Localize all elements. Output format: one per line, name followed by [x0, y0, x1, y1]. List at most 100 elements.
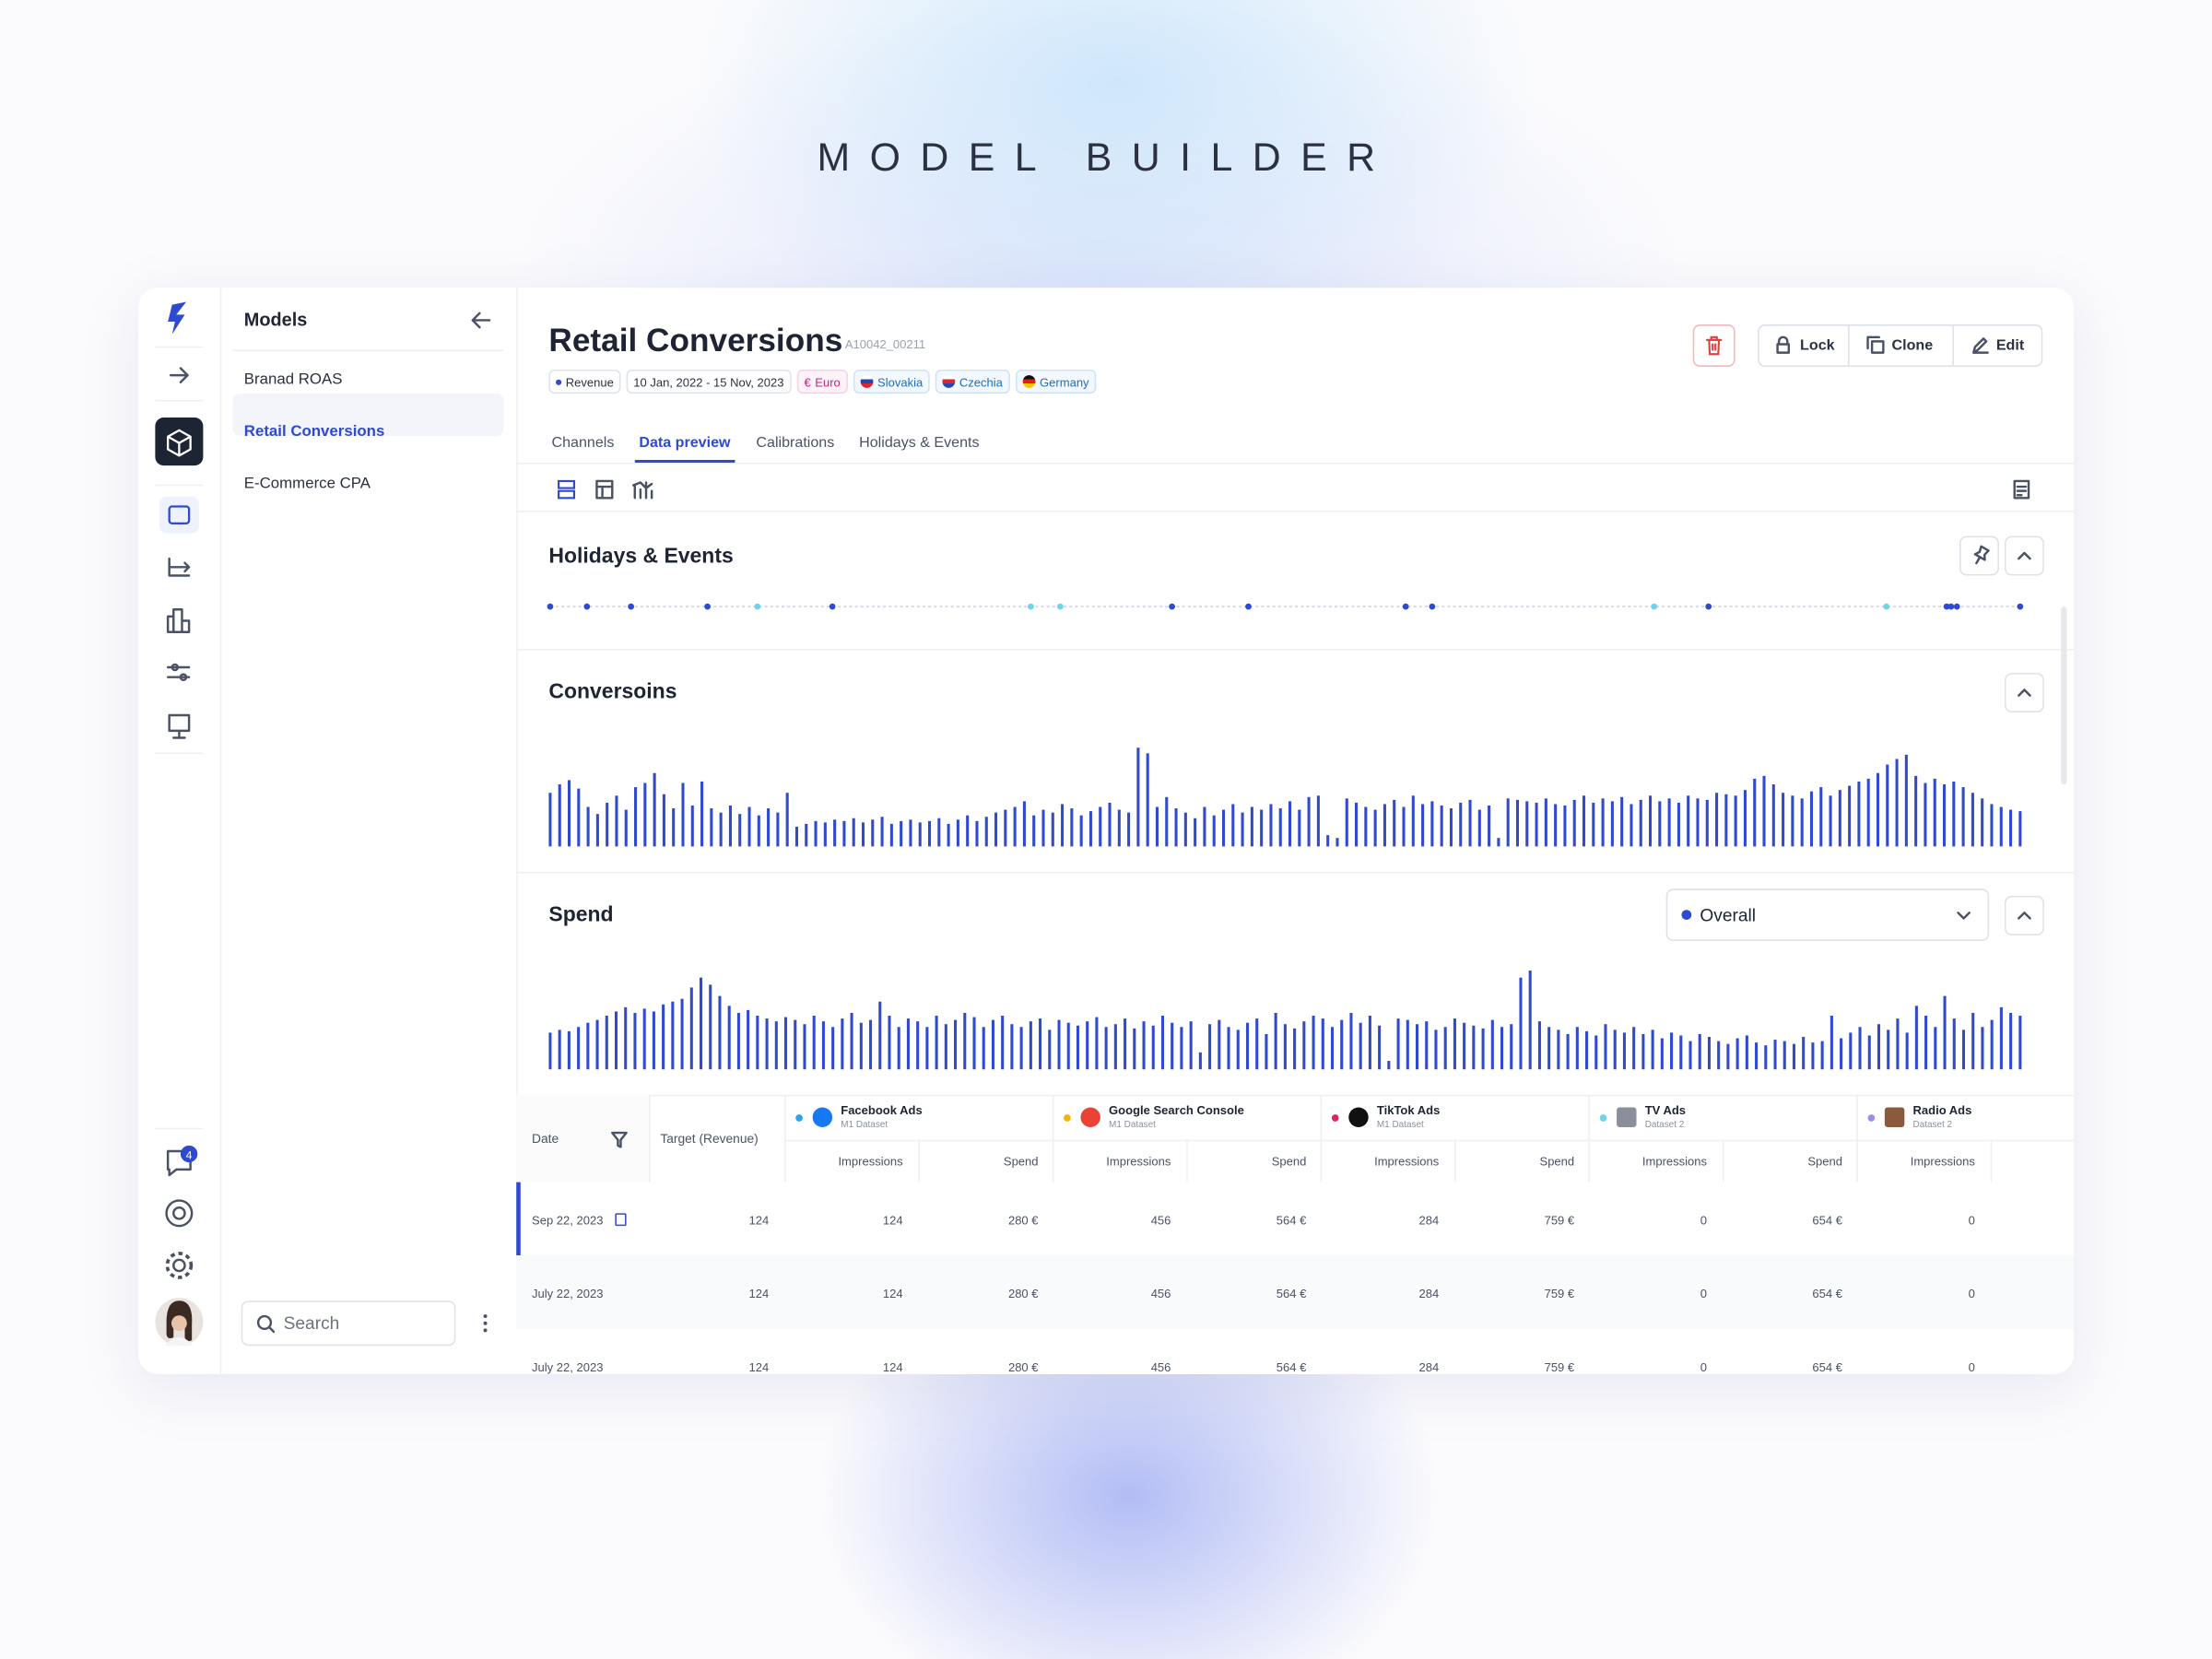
search-box[interactable]: Search: [241, 1300, 456, 1347]
bar: [1326, 835, 1330, 847]
section-title: Holidays & Events: [548, 544, 734, 569]
header-line: [784, 1139, 2074, 1142]
table-cell: Sep 22, 2023: [532, 1213, 604, 1228]
channel-dot: [1867, 1114, 1876, 1122]
event-dot[interactable]: [1947, 603, 1955, 610]
event-dot[interactable]: [1429, 603, 1436, 610]
bar: [1368, 1016, 1371, 1070]
model-item[interactable]: E-Commerce CPA: [243, 475, 371, 493]
action-button[interactable]: Edit: [1952, 324, 2041, 366]
event-dot[interactable]: [628, 603, 635, 610]
event-dot[interactable]: [754, 603, 761, 610]
bar: [1004, 809, 1007, 847]
bar: [1585, 1030, 1589, 1070]
bar: [1792, 1043, 1795, 1070]
event-dot[interactable]: [1705, 603, 1712, 610]
event-dot[interactable]: [1402, 603, 1409, 610]
tab[interactable]: Calibrations: [756, 434, 835, 452]
delete-button[interactable]: [1692, 324, 1735, 367]
collapse-icon[interactable]: [471, 311, 491, 330]
event-dot[interactable]: [1245, 603, 1252, 610]
tab[interactable]: Holidays & Events: [859, 434, 980, 452]
settings-icon[interactable]: [172, 1258, 186, 1273]
tag: Slovakia: [853, 370, 930, 394]
event-dot[interactable]: [1883, 603, 1890, 610]
event-dot[interactable]: [583, 603, 591, 610]
export-icon[interactable]: [2013, 479, 2030, 500]
collapse-button[interactable]: [2004, 895, 2044, 935]
bar: [1755, 1042, 1759, 1070]
divider: [516, 511, 2074, 512]
event-dot[interactable]: [704, 603, 711, 610]
event-dot[interactable]: [1953, 603, 1960, 610]
model-item[interactable]: Branad ROAS: [243, 371, 343, 388]
bar: [1791, 795, 1794, 847]
bar: [1726, 1043, 1730, 1070]
help-icon[interactable]: [165, 1199, 194, 1228]
event-dot[interactable]: [1028, 603, 1034, 610]
chip-icon: [168, 505, 191, 525]
bar: [1355, 802, 1359, 847]
chart-icon[interactable]: [166, 607, 191, 633]
event-dot[interactable]: [2017, 603, 2024, 610]
settings-sliders-icon[interactable]: [166, 663, 191, 681]
bar: [1660, 1038, 1664, 1070]
bar: [653, 772, 656, 847]
event-dot[interactable]: [1943, 603, 1950, 610]
bar: [1582, 795, 1586, 847]
table-view-icon[interactable]: [595, 479, 614, 500]
date-picker-icon[interactable]: [615, 1213, 627, 1227]
nav-highlight[interactable]: [159, 496, 199, 534]
models-panel: [221, 288, 518, 1374]
bar: [1316, 795, 1320, 847]
bar: [1819, 787, 1823, 847]
table-row[interactable]: [516, 1328, 2074, 1374]
avatar-face: [171, 1315, 187, 1332]
bar: [776, 812, 780, 847]
event-dot[interactable]: [829, 603, 836, 610]
bar: [700, 781, 704, 847]
collapse-button[interactable]: [2004, 673, 2044, 712]
table-cell: 564 €: [1276, 1213, 1307, 1228]
active-nav[interactable]: [155, 418, 204, 466]
pin-button[interactable]: [1959, 535, 1999, 576]
tab[interactable]: Channels: [551, 434, 615, 452]
event-dot[interactable]: [1651, 603, 1658, 610]
action-button[interactable]: Lock: [1758, 324, 1848, 365]
collapse-button[interactable]: [2004, 535, 2044, 576]
tab-underline: [634, 459, 735, 464]
monitor-icon[interactable]: [168, 713, 191, 739]
bar: [680, 998, 684, 1070]
bar: [605, 1016, 608, 1070]
bar: [1165, 796, 1169, 847]
model-item[interactable]: Retail Conversions: [243, 423, 385, 441]
bar: [927, 820, 932, 847]
channel-dropdown[interactable]: Overall: [1665, 888, 1990, 941]
col-border: [1856, 1094, 1858, 1182]
bar: [1999, 806, 2003, 847]
filter-icon[interactable]: [611, 1131, 628, 1148]
chart-view-icon[interactable]: [632, 481, 653, 500]
event-dot[interactable]: [1169, 603, 1175, 610]
bar: [1180, 1027, 1183, 1070]
col-border: [1990, 1139, 1993, 1182]
scrollbar[interactable]: [2061, 606, 2067, 785]
expand-icon[interactable]: [169, 367, 189, 384]
tab[interactable]: Data preview: [639, 434, 731, 452]
tag: Czechia: [935, 370, 1010, 394]
event-dot[interactable]: [1056, 603, 1064, 610]
action-button[interactable]: Clone: [1848, 324, 1954, 366]
rows-view-icon[interactable]: [558, 479, 576, 500]
event-dot[interactable]: [547, 603, 554, 610]
bar: [1265, 1033, 1268, 1070]
bar: [841, 1018, 844, 1070]
subheader: Impressions: [838, 1154, 903, 1169]
bar: [1924, 782, 1927, 847]
flow-icon[interactable]: [168, 557, 191, 577]
section-title: Spend: [548, 902, 614, 927]
channel-source: Dataset 2: [1644, 1120, 1685, 1131]
more-icon[interactable]: [482, 1313, 488, 1333]
col-border: [918, 1139, 920, 1182]
bar: [1981, 798, 1984, 847]
bar: [1127, 812, 1131, 847]
